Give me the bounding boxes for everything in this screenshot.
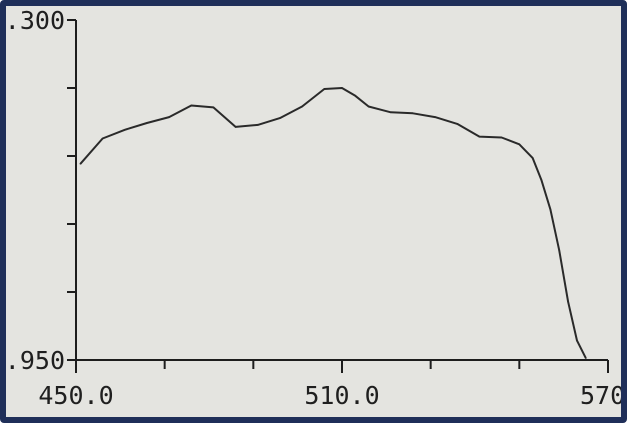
data-point bbox=[190, 104, 193, 107]
y-tick-label: 2.300 bbox=[6, 6, 65, 35]
data-point bbox=[558, 249, 560, 251]
line-chart: 2.300 1.950 450.0 510.0 570. bbox=[6, 6, 621, 410]
data-point bbox=[576, 339, 578, 342]
chart-tick-labels: 2.300 1.950 450.0 510.0 570. bbox=[6, 6, 621, 410]
x-tick-label: 570. bbox=[580, 381, 621, 410]
y-tick-label: 1.950 bbox=[6, 346, 65, 375]
data-point bbox=[434, 116, 436, 118]
data-point bbox=[585, 357, 587, 359]
series-line bbox=[79, 87, 587, 359]
data-point bbox=[478, 135, 481, 138]
data-point bbox=[279, 117, 281, 119]
data-point bbox=[341, 87, 343, 89]
data-point bbox=[146, 122, 148, 124]
x-tick-label: 450.0 bbox=[38, 381, 113, 410]
data-point bbox=[234, 126, 237, 128]
data-point bbox=[79, 163, 82, 165]
data-point bbox=[390, 111, 392, 114]
data-point bbox=[456, 123, 459, 125]
data-point bbox=[549, 208, 552, 211]
data-point bbox=[354, 95, 357, 97]
data-point bbox=[257, 124, 259, 126]
data-point bbox=[531, 157, 534, 159]
chart-ticks bbox=[67, 19, 609, 373]
data-point bbox=[367, 105, 370, 108]
data-point bbox=[101, 137, 104, 140]
x-tick-label: 510.0 bbox=[304, 381, 379, 410]
data-point bbox=[540, 179, 543, 182]
chart-series bbox=[79, 87, 587, 359]
data-point bbox=[412, 112, 414, 115]
data-point bbox=[500, 136, 503, 139]
data-point bbox=[567, 300, 569, 303]
chart-axes bbox=[75, 20, 608, 361]
data-point bbox=[212, 106, 215, 109]
data-point bbox=[124, 129, 126, 131]
data-point bbox=[323, 88, 326, 90]
data-point bbox=[518, 143, 521, 146]
data-point bbox=[301, 105, 303, 108]
data-point bbox=[168, 116, 170, 118]
